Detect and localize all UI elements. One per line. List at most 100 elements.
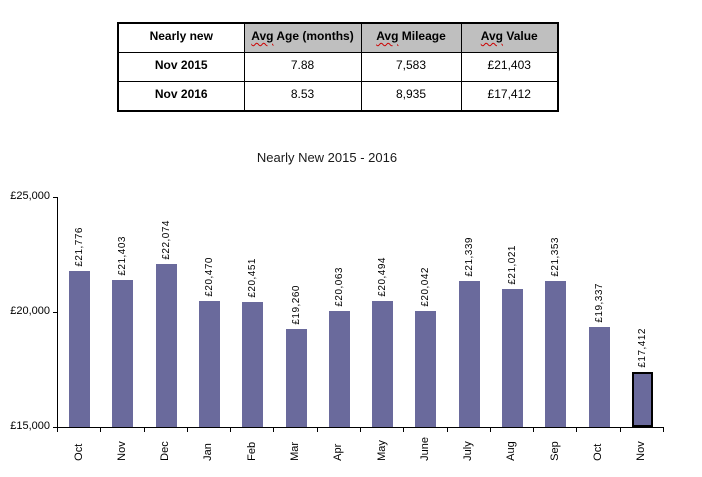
cell-avg-value: £17,412 [460, 81, 559, 112]
bar [69, 271, 91, 427]
bar-value-label: £20,470 [203, 257, 215, 297]
x-label-slot: Apr [317, 437, 360, 461]
bar-value-label: £17,412 [636, 328, 648, 368]
bar-group: £20,042 [404, 197, 447, 427]
header-label: Nearly new [149, 29, 213, 43]
x-tick [577, 428, 621, 432]
bar-group: £20,470 [188, 197, 231, 427]
y-axis-tick-label: £20,000 [10, 305, 50, 317]
x-tick [145, 428, 188, 432]
x-tick [58, 428, 102, 432]
x-label-slot: Nov [100, 437, 143, 461]
x-axis-category-label: Feb [245, 441, 258, 461]
header-label: Age (months) [273, 29, 354, 43]
bar-group: £22,074 [145, 197, 188, 427]
y-tick [53, 427, 57, 428]
bar-value-label: £20,494 [377, 257, 389, 297]
bar-value-label: £20,451 [247, 258, 259, 298]
bar [458, 281, 480, 427]
bar [328, 311, 350, 427]
x-tick [404, 428, 448, 432]
bar-value-label: £19,260 [290, 285, 302, 325]
bar [545, 281, 567, 427]
header-wavy-word: Avg [251, 29, 274, 43]
x-axis-category-label: Oct [72, 443, 85, 461]
bar-group: £21,403 [101, 197, 144, 427]
bar [501, 289, 523, 427]
bar [155, 264, 177, 427]
x-label-slot: Dec [144, 437, 187, 461]
x-tick [188, 428, 232, 432]
header-wavy-word: Avg [376, 29, 399, 43]
bar-value-label: £21,021 [506, 245, 518, 285]
x-axis-category-label: Dec [159, 441, 172, 461]
x-label-slot: Oct [57, 437, 100, 461]
bar [112, 280, 134, 427]
y-tick [53, 312, 57, 313]
x-tick [621, 428, 664, 432]
bar-group: £21,776 [58, 197, 101, 427]
x-tick [274, 428, 318, 432]
bar-value-label: £21,353 [550, 237, 562, 277]
bar [372, 301, 394, 427]
table-row: Nov 2016 8.53 8,935 £17,412 [117, 81, 559, 112]
x-tick [491, 428, 535, 432]
bar-group: £20,063 [318, 197, 361, 427]
bar [285, 329, 307, 427]
y-axis-tick-label: £15,000 [10, 420, 50, 432]
cell-avg-value: £21,403 [460, 52, 559, 82]
bar [631, 372, 653, 427]
bar-group: £21,021 [491, 197, 534, 427]
x-axis-category-label: Nov [635, 441, 648, 461]
table-row: Nov 2015 7.88 7,583 £21,403 [117, 52, 559, 82]
bar [242, 302, 264, 427]
bar-group: £19,337 [577, 197, 620, 427]
y-tick [53, 197, 57, 198]
x-tick [361, 428, 405, 432]
bar-group: £19,260 [274, 197, 317, 427]
y-axis-tick-label: £25,000 [10, 190, 50, 202]
x-tick [101, 428, 145, 432]
x-axis-ticks [57, 428, 664, 432]
bar [415, 311, 437, 427]
bar-group: £21,353 [534, 197, 577, 427]
x-axis-category-label: July [462, 441, 475, 461]
bar-group: £20,451 [231, 197, 274, 427]
header-label: Value [503, 29, 538, 43]
x-label-slot: Feb [230, 437, 273, 461]
bar-value-label: £21,339 [463, 237, 475, 277]
bar [588, 327, 610, 427]
bar-value-label: £20,042 [420, 267, 432, 307]
bar-group: £20,494 [361, 197, 404, 427]
x-tick [231, 428, 275, 432]
cell-avg-mileage: 7,583 [360, 52, 462, 82]
header-wavy-word: Avg [480, 29, 504, 43]
bar-value-label: £21,776 [74, 227, 86, 267]
plot-area: £21,776 £21,403 £22,074 £20,470 £20,451 £19,2… [57, 197, 664, 428]
x-tick [318, 428, 361, 432]
x-tick [448, 428, 491, 432]
cell-avg-age: 7.88 [243, 52, 362, 82]
cell-avg-mileage: 8,935 [360, 81, 462, 112]
x-label-slot: Sep [533, 437, 576, 461]
cell-avg-age: 8.53 [243, 81, 362, 112]
bar [198, 301, 220, 427]
x-label-slot: Oct [576, 437, 619, 461]
bar-value-label: £21,403 [117, 236, 129, 276]
x-label-slot: July [447, 437, 490, 461]
row-period: Nov 2015 [117, 52, 245, 82]
x-label-slot: Nov [620, 437, 663, 461]
header-avg-value: Avg Value [460, 22, 559, 53]
x-tick [534, 428, 578, 432]
x-label-slot: Mar [273, 437, 316, 461]
x-axis-category-label: Mar [289, 441, 302, 461]
x-axis-category-label: June [418, 437, 431, 461]
header-label: Mileage [398, 29, 446, 43]
x-label-slot: June [403, 437, 446, 461]
bar-group: £21,339 [448, 197, 491, 427]
x-axis-category-label: Oct [592, 443, 605, 461]
x-axis-category-label: Jan [202, 443, 215, 461]
x-label-slot: May [360, 437, 403, 461]
